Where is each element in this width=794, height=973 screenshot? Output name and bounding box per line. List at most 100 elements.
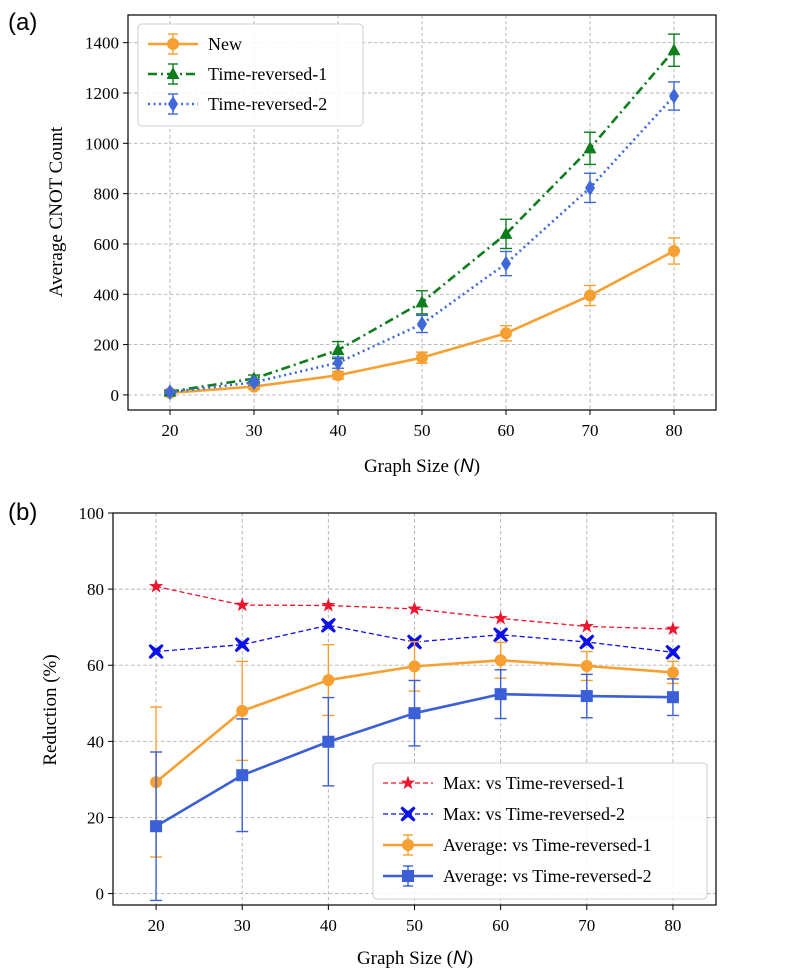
legend-label: Time-reversed-1 xyxy=(208,64,327,84)
data-point xyxy=(493,627,509,643)
data-point xyxy=(408,660,421,673)
data-point xyxy=(579,618,594,633)
data-point xyxy=(322,674,335,687)
y-tick-label: 1400 xyxy=(85,34,119,53)
legend-marker xyxy=(168,96,178,112)
y-tick-label: 1000 xyxy=(85,134,119,153)
x-tick-label: 20 xyxy=(148,916,165,935)
data-point xyxy=(249,374,259,391)
x-tick-label: 40 xyxy=(320,916,337,935)
x-tick-label: 50 xyxy=(406,916,423,935)
chart-b-xlabel: Graph Size (N) xyxy=(357,948,473,969)
data-point xyxy=(501,255,511,272)
series-3 xyxy=(164,81,680,401)
y-tick-label: 80 xyxy=(87,580,104,599)
data-point xyxy=(236,769,249,782)
data-point xyxy=(665,644,681,660)
y-tick-label: 0 xyxy=(96,885,105,904)
data-point xyxy=(500,327,512,340)
legend-box xyxy=(137,23,364,127)
data-point xyxy=(235,597,250,612)
data-point xyxy=(666,666,679,679)
data-point xyxy=(499,226,513,239)
legend-label: Max: vs Time-reversed-2 xyxy=(443,804,625,824)
y-tick-label: 600 xyxy=(94,235,120,254)
x-tick-label: 30 xyxy=(246,421,263,440)
legend-label: Average: vs Time-reversed-2 xyxy=(443,866,652,886)
legend-marker xyxy=(167,38,179,50)
data-point xyxy=(666,691,679,704)
legend-item-2: Max: vs Time-reversed-2 xyxy=(383,804,625,824)
legend-marker xyxy=(166,67,180,79)
y-tick-label: 200 xyxy=(94,336,120,355)
data-point xyxy=(332,369,344,382)
y-tick-label: 400 xyxy=(94,285,120,304)
x-tick-label: 20 xyxy=(162,421,179,440)
series-2 xyxy=(148,617,681,660)
data-point xyxy=(417,315,427,332)
legend-marker xyxy=(402,839,414,851)
data-point xyxy=(321,597,336,612)
data-point xyxy=(493,610,508,625)
data-point xyxy=(584,289,596,302)
legend-item-1: Max: vs Time-reversed-1 xyxy=(383,773,625,793)
data-point xyxy=(416,351,428,364)
data-point xyxy=(494,654,507,667)
data-point xyxy=(165,384,175,401)
data-point xyxy=(667,43,681,56)
x-tick-label: 80 xyxy=(664,916,681,935)
legend-item-1: New xyxy=(148,33,242,55)
chart-b: (b) 20 30 40 50 60 70 80 0 20 40 60 80 100 Graph Siz… xyxy=(8,499,717,969)
y-tick-label: 60 xyxy=(87,656,104,675)
legend-label: Time-reversed-2 xyxy=(208,94,327,114)
y-tick-label: 20 xyxy=(87,808,104,827)
data-point xyxy=(148,643,164,660)
legend-item-4: Average: vs Time-reversed-2 xyxy=(383,865,652,887)
chart-a-ylabel: Average CNOT Count xyxy=(46,126,67,297)
data-point xyxy=(407,601,422,615)
chart-b-ticks: 20 30 40 50 60 70 80 0 20 40 60 80 100 xyxy=(79,504,682,935)
y-tick-label: 1200 xyxy=(85,84,119,103)
chart-b-series xyxy=(148,578,681,902)
data-point xyxy=(585,179,595,196)
x-tick-label: 80 xyxy=(666,421,683,440)
y-tick-label: 100 xyxy=(79,504,105,523)
series-4 xyxy=(150,669,679,902)
legend-label: Average: vs Time-reversed-1 xyxy=(443,835,652,855)
legend-marker xyxy=(400,806,416,822)
data-point xyxy=(669,88,679,105)
x-tick-label: 30 xyxy=(234,916,251,935)
data-point xyxy=(331,343,345,356)
data-point xyxy=(665,621,681,636)
data-point xyxy=(580,659,593,672)
legend-box xyxy=(372,762,708,900)
chart-a-xlabel: Graph Size (N) xyxy=(364,456,480,477)
legend-marker xyxy=(400,775,416,790)
legend-label: Max: vs Time-reversed-1 xyxy=(443,773,625,793)
chart-b-panel-label: (b) xyxy=(8,499,37,526)
y-tick-label: 800 xyxy=(94,185,120,204)
data-point xyxy=(580,690,593,703)
data-point xyxy=(408,707,421,720)
chart-b-legend: Max: vs Time-reversed-1 Max: vs Time-reve… xyxy=(372,762,708,900)
data-point xyxy=(148,578,164,593)
x-tick-label: 60 xyxy=(492,916,509,935)
data-point xyxy=(579,634,595,650)
data-point xyxy=(583,141,597,154)
legend-marker xyxy=(402,870,414,882)
data-point xyxy=(236,704,249,717)
data-point xyxy=(668,244,680,257)
data-point xyxy=(494,688,507,701)
chart-a-series xyxy=(163,33,681,401)
series-1 xyxy=(148,578,681,636)
data-point xyxy=(333,354,343,371)
y-tick-label: 0 xyxy=(111,386,120,405)
x-tick-label: 40 xyxy=(330,421,347,440)
x-tick-label: 60 xyxy=(498,421,515,440)
data-point xyxy=(320,617,336,633)
x-tick-label: 70 xyxy=(582,421,599,440)
legend-item-3: Time-reversed-2 xyxy=(148,93,327,115)
legend-item-2: Time-reversed-1 xyxy=(148,63,327,85)
